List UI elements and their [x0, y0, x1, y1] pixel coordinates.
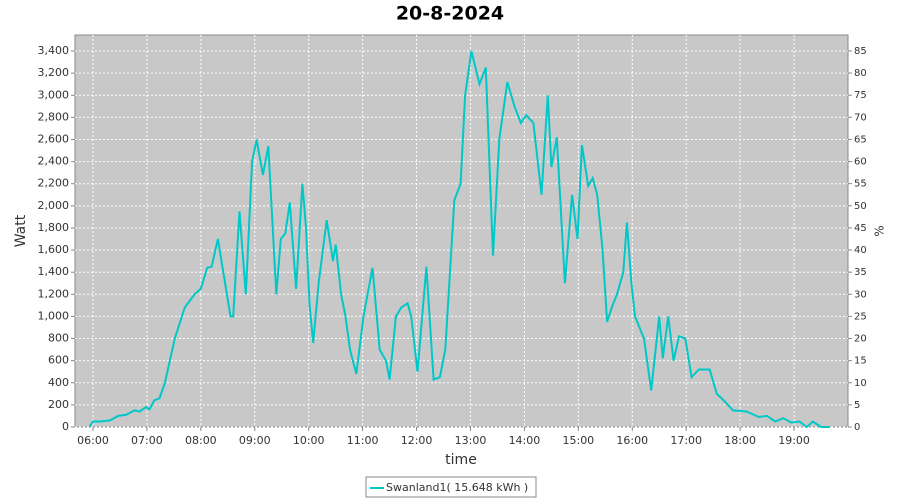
y-tick-label: 2,800: [38, 110, 70, 123]
y2-tick-label: 40: [854, 245, 867, 256]
x-tick-label: 16:00: [616, 434, 648, 447]
x-tick-label: 13:00: [455, 434, 487, 447]
chart-title: 20-8-2024: [396, 3, 504, 25]
x-tick-label: 09:00: [239, 434, 271, 447]
x-tick-label: 18:00: [724, 434, 756, 447]
plot-area: [74, 34, 849, 428]
y2-tick-label: 15: [854, 356, 867, 367]
y2-tick-label: 0: [854, 422, 860, 433]
x-tick-label: 19:00: [778, 434, 810, 447]
x-tick-label: 11:00: [347, 434, 379, 447]
y2-tick-label: 20: [854, 334, 867, 345]
data-line: [88, 50, 830, 429]
x-tick-label: 12:00: [401, 434, 433, 447]
legend: [365, 476, 537, 498]
y-tick-label: 2,600: [38, 132, 70, 145]
x-tick-label: 06:00: [77, 434, 109, 447]
y2-tick-label: 55: [854, 179, 867, 190]
y-tick-label: 1,000: [38, 309, 70, 322]
x-tick-label: 14:00: [509, 434, 541, 447]
y2-tick-label: 45: [854, 223, 867, 234]
y2-tick-label: 5: [854, 400, 860, 411]
y-tick-label: 200: [48, 398, 69, 411]
x-tick-label: 15:00: [562, 434, 594, 447]
x-axis-label: time: [445, 452, 477, 468]
y2-tick-label: 35: [854, 267, 867, 278]
y-tick-label: 800: [48, 332, 69, 345]
y-tick-label: 2,200: [38, 177, 70, 190]
y2-axis-label: %: [873, 225, 887, 236]
y2-tick-label: 75: [854, 90, 867, 101]
y-tick-label: 400: [48, 376, 69, 389]
x-tick-label: 07:00: [131, 434, 163, 447]
x-tick-label: 17:00: [670, 434, 702, 447]
y2-tick-label: 25: [854, 311, 867, 322]
y-axis-label: Watt: [13, 214, 29, 247]
y-tick-label: 1,600: [38, 243, 70, 256]
y2-tick-label: 85: [854, 46, 867, 57]
legend-label: Swanland1( 15.648 kWh ): [386, 481, 528, 494]
y-tick-label: 1,200: [38, 287, 70, 300]
y-tick-label: 0: [62, 420, 69, 433]
y-tick-label: 600: [48, 354, 69, 367]
y-tick-label: 1,800: [38, 221, 70, 234]
x-tick-label: 10:00: [293, 434, 325, 447]
y2-tick-label: 70: [854, 112, 867, 123]
y2-tick-label: 50: [854, 201, 867, 212]
y2-tick-label: 30: [854, 289, 867, 300]
y2-tick-label: 60: [854, 157, 867, 168]
y-tick-label: 3,200: [38, 66, 70, 79]
y2-tick-label: 10: [854, 378, 867, 389]
y-tick-label: 1,400: [38, 265, 70, 278]
y-tick-label: 3,000: [38, 88, 70, 101]
y-tick-label: 3,400: [38, 44, 70, 57]
y2-tick-label: 65: [854, 134, 867, 145]
y2-tick-label: 80: [854, 68, 867, 79]
x-tick-label: 08:00: [185, 434, 217, 447]
y-tick-label: 2,400: [38, 155, 70, 168]
y-tick-label: 2,000: [38, 199, 70, 212]
